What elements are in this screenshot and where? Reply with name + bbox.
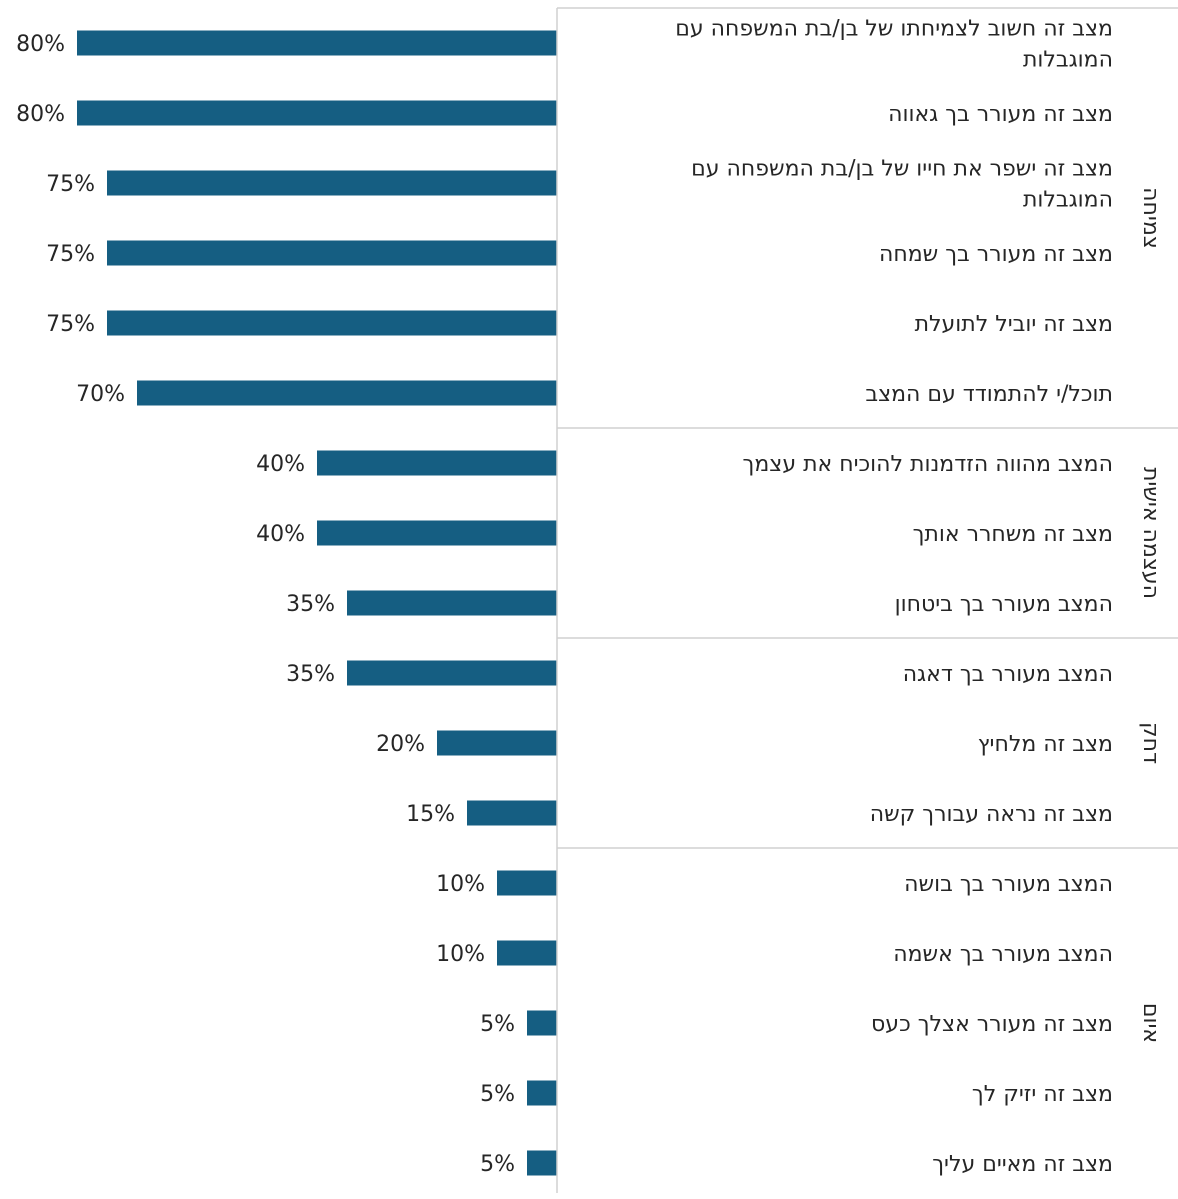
category-label-5-line-0: תוכל/י להתמודד עם המצב — [865, 382, 1113, 407]
category-label-7-line-0: מצב זה משחרר אותך — [913, 522, 1113, 547]
value-label-9: 35% — [286, 662, 335, 687]
value-label-11: 15% — [406, 802, 455, 827]
bar-3 — [107, 240, 557, 266]
category-label-11: מצב זה נראה עבורך קשה — [870, 802, 1113, 827]
bar-8 — [347, 590, 557, 616]
category-label-3-line-0: מצב זה מעורר בך שמחה — [879, 242, 1113, 267]
bar-11 — [467, 800, 557, 826]
category-label-6: המצב מהווה הזדמנות להוכיח את עצמך — [743, 452, 1113, 477]
category-label-13-line-0: המצב מעורר בך אשמה — [893, 942, 1113, 967]
value-labels-layer: 80% 80% 75% 75% 75% 70% 40% 40% 35% 35% 20% 15% 10% 1… — [16, 32, 515, 1177]
value-label-8: 35% — [286, 592, 335, 617]
bar-16 — [527, 1150, 557, 1176]
bar-4 — [107, 310, 557, 336]
bar-5 — [137, 380, 557, 406]
category-label-10-line-0: מצב זה מלחיץ — [978, 732, 1113, 757]
category-label-12: המצב מעורר בך בושה — [904, 872, 1113, 897]
bar-14 — [527, 1010, 557, 1036]
category-label-1-line-0: מצב זה מעורר בך גאווה — [888, 102, 1113, 127]
category-label-9-line-0: המצב מעורר בך דאגה — [903, 662, 1113, 687]
bar-2 — [107, 170, 557, 196]
category-label-5: תוכל/י להתמודד עם המצב — [865, 382, 1113, 407]
group-labels-layer: צמיחה העצמה אישית דחק איום — [1138, 187, 1163, 1043]
bar-7 — [317, 520, 557, 546]
bar-15 — [527, 1080, 557, 1106]
category-label-14: מצב זה מעורר אצלך כעס — [871, 1012, 1113, 1037]
category-label-14-line-0: מצב זה מעורר אצלך כעס — [871, 1012, 1113, 1037]
bar-6 — [317, 450, 557, 476]
group-label-0: צמיחה — [1138, 187, 1163, 249]
category-label-1: מצב זה מעורר בך גאווה — [888, 102, 1113, 127]
value-label-7: 40% — [256, 522, 305, 547]
value-label-16: 5% — [480, 1152, 515, 1177]
bar-0 — [77, 30, 557, 56]
axis-layer — [556, 7, 1178, 1193]
category-label-8-line-0: המצב מעורר בך ביטחון — [895, 592, 1113, 617]
category-labels-layer: מצב זה חשוב לצמיחתו של בן/בת המשפחה עם המ… — [675, 17, 1113, 1178]
category-label-3: מצב זה מעורר בך שמחה — [879, 242, 1113, 267]
category-label-10: מצב זה מלחיץ — [978, 732, 1113, 757]
value-label-3: 75% — [46, 242, 95, 267]
category-label-4-line-0: מצב זה יוביל לתועלת — [915, 312, 1113, 337]
group-label-1: העצמה אישית — [1138, 467, 1163, 599]
bar-13 — [497, 940, 557, 966]
category-label-0-line-0: מצב זה חשוב לצמיחתו של בן/בת המשפחה עם — [675, 17, 1113, 42]
category-label-13: המצב מעורר בך אשמה — [893, 942, 1113, 967]
category-label-6-line-0: המצב מהווה הזדמנות להוכיח את עצמך — [743, 452, 1113, 477]
value-label-4: 75% — [46, 312, 95, 337]
value-label-1: 80% — [16, 102, 65, 127]
category-label-11-line-0: מצב זה נראה עבורך קשה — [870, 802, 1113, 827]
category-label-12-line-0: המצב מעורר בך בושה — [904, 872, 1113, 897]
category-label-8: המצב מעורר בך ביטחון — [895, 592, 1113, 617]
category-label-9: המצב מעורר בך דאגה — [903, 662, 1113, 687]
value-label-5: 70% — [76, 382, 125, 407]
category-label-16: מצב זה מאיים עליך — [932, 1152, 1113, 1177]
category-label-2-line-1: המוגבלות — [1023, 188, 1113, 213]
value-label-12: 10% — [436, 872, 485, 897]
bar-9 — [347, 660, 557, 686]
value-label-6: 40% — [256, 452, 305, 477]
bars-layer — [77, 30, 557, 1176]
value-label-0: 80% — [16, 32, 65, 57]
category-label-0: מצב זה חשוב לצמיחתו של בן/בת המשפחה עם המ… — [675, 17, 1113, 73]
category-label-16-line-0: מצב זה מאיים עליך — [932, 1152, 1113, 1177]
group-label-2: דחק — [1138, 722, 1163, 764]
bar-1 — [77, 100, 557, 126]
group-label-3: איום — [1138, 1003, 1163, 1043]
category-label-15-line-0: מצב זה יזיק לך — [972, 1082, 1113, 1107]
bar-10 — [437, 730, 557, 756]
value-label-2: 75% — [46, 172, 95, 197]
bar-12 — [497, 870, 557, 896]
category-label-2-line-0: מצב זה ישפר את חייו של בן/בת המשפחה עם — [691, 157, 1113, 182]
value-label-10: 20% — [376, 732, 425, 757]
category-label-15: מצב זה יזיק לך — [972, 1082, 1113, 1107]
category-label-2: מצב זה ישפר את חייו של בן/בת המשפחה עם המ… — [691, 157, 1113, 213]
category-label-0-line-1: המוגבלות — [1023, 48, 1113, 73]
category-label-4: מצב זה יוביל לתועלת — [915, 312, 1113, 337]
value-label-13: 10% — [436, 942, 485, 967]
category-label-7: מצב זה משחרר אותך — [913, 522, 1113, 547]
value-label-15: 5% — [480, 1082, 515, 1107]
value-label-14: 5% — [480, 1012, 515, 1037]
